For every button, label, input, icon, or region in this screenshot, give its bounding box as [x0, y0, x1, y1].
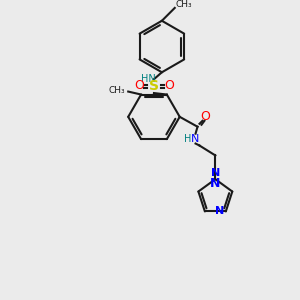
Text: O: O	[200, 110, 210, 123]
Text: HN: HN	[141, 74, 155, 84]
Text: H: H	[184, 134, 191, 144]
Text: N: N	[211, 168, 220, 178]
Text: N: N	[210, 177, 220, 190]
Text: CH₃: CH₃	[176, 0, 192, 9]
Text: O: O	[164, 79, 174, 92]
Text: CH₃: CH₃	[108, 86, 124, 95]
Text: S: S	[149, 79, 159, 93]
Text: O: O	[134, 79, 144, 92]
Text: N: N	[214, 206, 224, 216]
Text: N: N	[191, 134, 200, 144]
